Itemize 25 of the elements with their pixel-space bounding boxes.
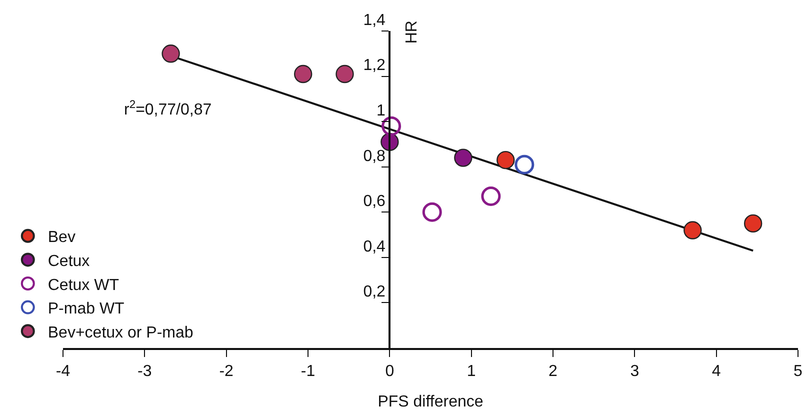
y-tick-label: 1 [376,102,386,120]
x-tick-label: 0 [385,362,394,380]
x-tick-label: 1 [466,362,476,380]
y-tick-label: 0,2 [363,284,386,301]
y-tick-label: 1,4 [363,12,386,29]
x-axis-title: PFS difference [378,394,484,410]
legend-label: P-mab WT [48,300,125,318]
y-tick-label: 0,4 [363,238,386,256]
legend-label: Bev [48,229,76,246]
annotation: r$^{2}$=0,77/0,87 [124,99,212,119]
x-tick-label: 2 [548,362,558,380]
legend-label: Cetux WT [48,276,120,294]
y-tick-label: 0,6 [363,193,386,210]
legend-label: Bev+cetux or P-mab [48,324,194,342]
x-tick-label: -2 [219,362,234,380]
y-tick-label: 1,2 [363,57,386,74]
legend-label: Cetux [48,252,90,270]
x-tick-label: 4 [712,362,721,380]
x-tick-label: 3 [630,362,640,380]
x-tick-label: -3 [138,362,152,380]
y-axis-title: HR [404,20,421,44]
x-tick-label: -1 [300,362,316,380]
x-tick-label: 5 [794,362,803,380]
x-tick-label: -4 [56,362,70,380]
y-tick-label: 0,8 [363,148,386,165]
